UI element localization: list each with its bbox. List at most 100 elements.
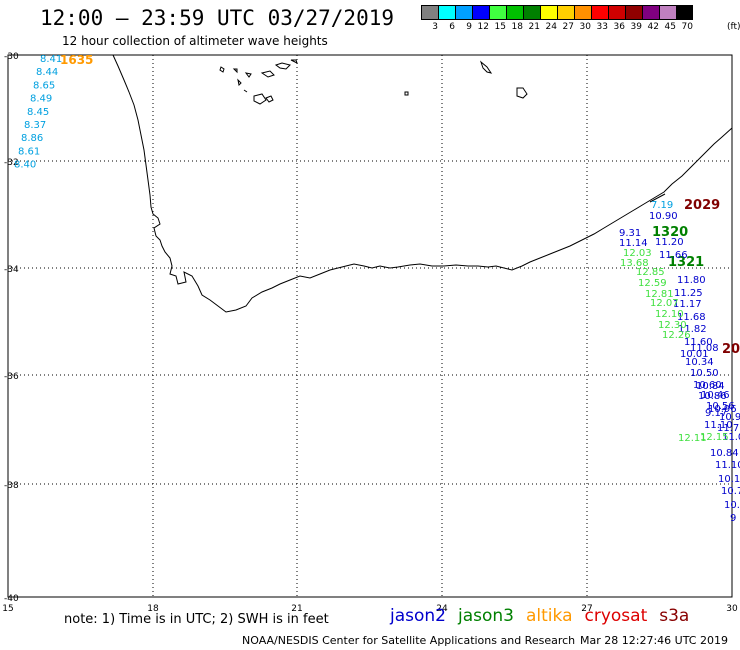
lat-label: -34 (4, 265, 19, 275)
scale-label: 39 (630, 22, 642, 32)
lon-label: 18 (147, 604, 159, 614)
scale-label: 70 (681, 22, 693, 32)
wave-height-label: 10.50 (690, 368, 719, 379)
wave-height-label: 10.34 (685, 357, 714, 368)
wave-height-label: 7.19 (651, 200, 673, 211)
scale-label: 36 (613, 22, 625, 32)
wave-height-label: 10.01 (680, 349, 709, 360)
scale-swatch (625, 5, 642, 20)
lon-label: 21 (291, 604, 302, 614)
scale-label: 9 (466, 22, 472, 32)
pass-time-label: 1635 (60, 53, 93, 67)
wave-height-label: 13.68 (620, 258, 649, 269)
map-subtitle: 12 hour collection of altimeter wave hei… (62, 34, 328, 48)
track-line (649, 193, 666, 203)
wave-height-label: 11.76 (717, 423, 740, 434)
scale-swatch (557, 5, 574, 20)
wave-height-label: 10.7 (721, 486, 740, 497)
lon-label: 15 (2, 604, 13, 614)
lat-label: -36 (4, 372, 19, 382)
wave-height-label: 11.10 (715, 460, 740, 471)
wave-height-label: 9 (730, 513, 736, 524)
satellite-legend-item: jason3 (458, 606, 514, 626)
wave-height-label: 11.68 (677, 312, 706, 323)
satellite-legend-item: altika (526, 606, 573, 626)
satellite-legend-item: s3a (659, 606, 690, 626)
generated-timestamp: Mar 28 12:27:46 UTC 2019 (580, 634, 728, 647)
pass-time-label: 1321 (668, 255, 704, 270)
wave-height-label: 11.14 (619, 238, 648, 249)
wave-height-label: 12.30 (658, 320, 687, 331)
wave-height-label: 8.41 (40, 54, 62, 65)
pass-time-label: 1320 (652, 225, 688, 240)
wave-height-label: 10.46 (701, 390, 730, 401)
wave-height-label: 11.20 (655, 237, 684, 248)
scale-swatch (455, 5, 472, 20)
map-title: 12:00 – 23:59 UTC 03/27/2019 (40, 6, 395, 30)
scale-label: 12 (477, 22, 489, 32)
scale-label: 42 (647, 22, 659, 32)
wave-height-label: 8.86 (21, 133, 43, 144)
wave-height-label: 8.44 (36, 67, 58, 78)
footer-note: note: 1) Time is in UTC; 2) SWH is in fe… (64, 612, 329, 627)
scale-swatch (591, 5, 608, 20)
wave-height-label: 12.11 (678, 433, 707, 444)
wave-height-label: 8.65 (33, 80, 55, 91)
wave-height-label: 11.17 (673, 299, 702, 310)
scale-label: 15 (494, 22, 506, 32)
wave-height-label: 11.25 (674, 288, 703, 299)
wave-height-label: 12.03 (623, 248, 652, 259)
wave-height-label: 12.81 (645, 289, 674, 300)
wave-height-label: 11.82 (678, 324, 707, 335)
scale-swatch (676, 5, 693, 20)
scale-swatch (608, 5, 625, 20)
wave-observations: 8.41 8.44 8.65 8.49 8.45 8.37 8.86 8.61 8.40 1635… (14, 53, 740, 524)
wave-height-label: 10.84 (710, 448, 739, 459)
lon-label: 30 (726, 604, 738, 614)
lat-label: -40 (4, 594, 19, 604)
wave-height-label: 8.37 (24, 120, 46, 131)
wave-height-label: 11.66 (659, 250, 688, 261)
scale-swatch (540, 5, 557, 20)
scale-label: 30 (579, 22, 591, 32)
satellite-legend-item: cryosat (584, 606, 648, 626)
satellite-legend-item: jason2 (390, 606, 446, 626)
wave-height-label: 10.96 (708, 404, 737, 415)
wave-height-label: 11.60 (684, 337, 713, 348)
wave-height-label: 10.86 (698, 391, 727, 402)
lat-label: -30 (4, 52, 19, 62)
wave-height-label: 8.40 (14, 160, 36, 171)
wave-height-label: 10.99 (719, 412, 740, 423)
wave-height-label: 10.90 (649, 211, 678, 222)
wave-height-label: 12.85 (636, 267, 665, 278)
wave-height-label: 12.26 (662, 330, 691, 341)
wave-height-label: 8.61 (18, 146, 40, 157)
scale-swatch (642, 5, 659, 20)
wave-height-label: 10.56 (706, 401, 735, 412)
scale-label: 6 (449, 22, 455, 32)
wave-height-label: 12.10 (655, 309, 684, 320)
scale-label: 18 (511, 22, 523, 32)
wave-height-label: 8.49 (30, 94, 52, 105)
wave-height-label: 11.08 (690, 343, 719, 354)
island-fragments (219, 59, 528, 105)
wave-height-label: 10. (724, 500, 740, 511)
color-scale-labels: 3 6 9 12 15 18 21 24 27 30 33 36 39 42 45 70 (421, 22, 693, 32)
satellite-legend: jason2 jason3 altika cryosat s3a (390, 606, 689, 626)
graticule (8, 55, 732, 597)
wave-height-label: 8.45 (27, 107, 49, 118)
scale-swatch (489, 5, 506, 20)
scale-swatch (506, 5, 523, 20)
scale-swatch (472, 5, 489, 20)
lon-label: 24 (436, 604, 448, 614)
wave-height-label: 10.84 (696, 381, 725, 392)
wave-height-label: 9.17 (705, 408, 727, 419)
scale-swatch (421, 5, 438, 20)
lat-label: -32 (4, 158, 19, 168)
coastline (112, 54, 733, 313)
wave-height-label: 10.11 (718, 474, 740, 485)
wave-height-label: 12.15 (700, 432, 729, 443)
wave-height-label: 11.80 (677, 275, 706, 286)
map-frame (7, 54, 733, 598)
